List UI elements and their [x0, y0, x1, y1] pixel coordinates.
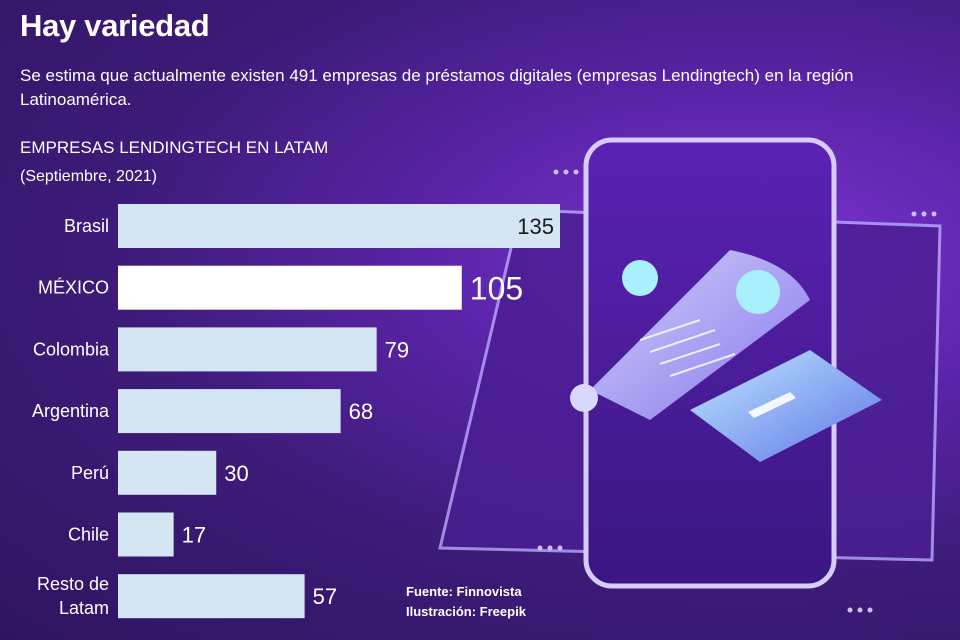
page-subtitle: Se estima que actualmente existen 491 em…	[20, 66, 854, 109]
bar-4	[118, 450, 217, 495]
bar-5	[118, 512, 174, 557]
category-label: Perú	[71, 463, 109, 483]
coin-shape	[570, 384, 598, 412]
page-title: Hay variedad	[20, 8, 210, 43]
category-label: Argentina	[32, 401, 110, 421]
value-label: 105	[470, 271, 523, 307]
chart-date: (Septiembre, 2021)	[20, 168, 157, 185]
value-label: 68	[349, 399, 373, 424]
source-text: Fuente: Finnovista	[406, 584, 522, 599]
bar-2	[118, 327, 377, 372]
coin-shape	[736, 270, 780, 314]
bar-1	[118, 265, 462, 310]
source-credits: Fuente: Finnovista Ilustración: Freepik	[406, 582, 526, 622]
bar-6	[118, 574, 305, 619]
value-label: 30	[224, 461, 248, 486]
coin-shape	[622, 260, 658, 296]
category-label: Resto de	[37, 574, 109, 594]
dots-decoration	[537, 169, 937, 613]
category-label: Brasil	[64, 216, 109, 236]
card-shape	[690, 350, 882, 462]
category-label: Latam	[59, 598, 109, 618]
value-label: 17	[182, 523, 206, 548]
category-label: Colombia	[33, 339, 110, 359]
bar-3	[118, 389, 341, 434]
chart-title: EMPRESAS LENDINGTECH EN LATAM	[20, 138, 329, 157]
value-label: 79	[385, 337, 409, 362]
value-label: 135	[517, 214, 554, 239]
category-label: MÉXICO	[38, 278, 109, 298]
category-label: Chile	[68, 525, 109, 545]
bar-0	[118, 204, 560, 248]
illustration-credit: Ilustración: Freepik	[406, 604, 526, 619]
value-label: 57	[313, 584, 337, 609]
